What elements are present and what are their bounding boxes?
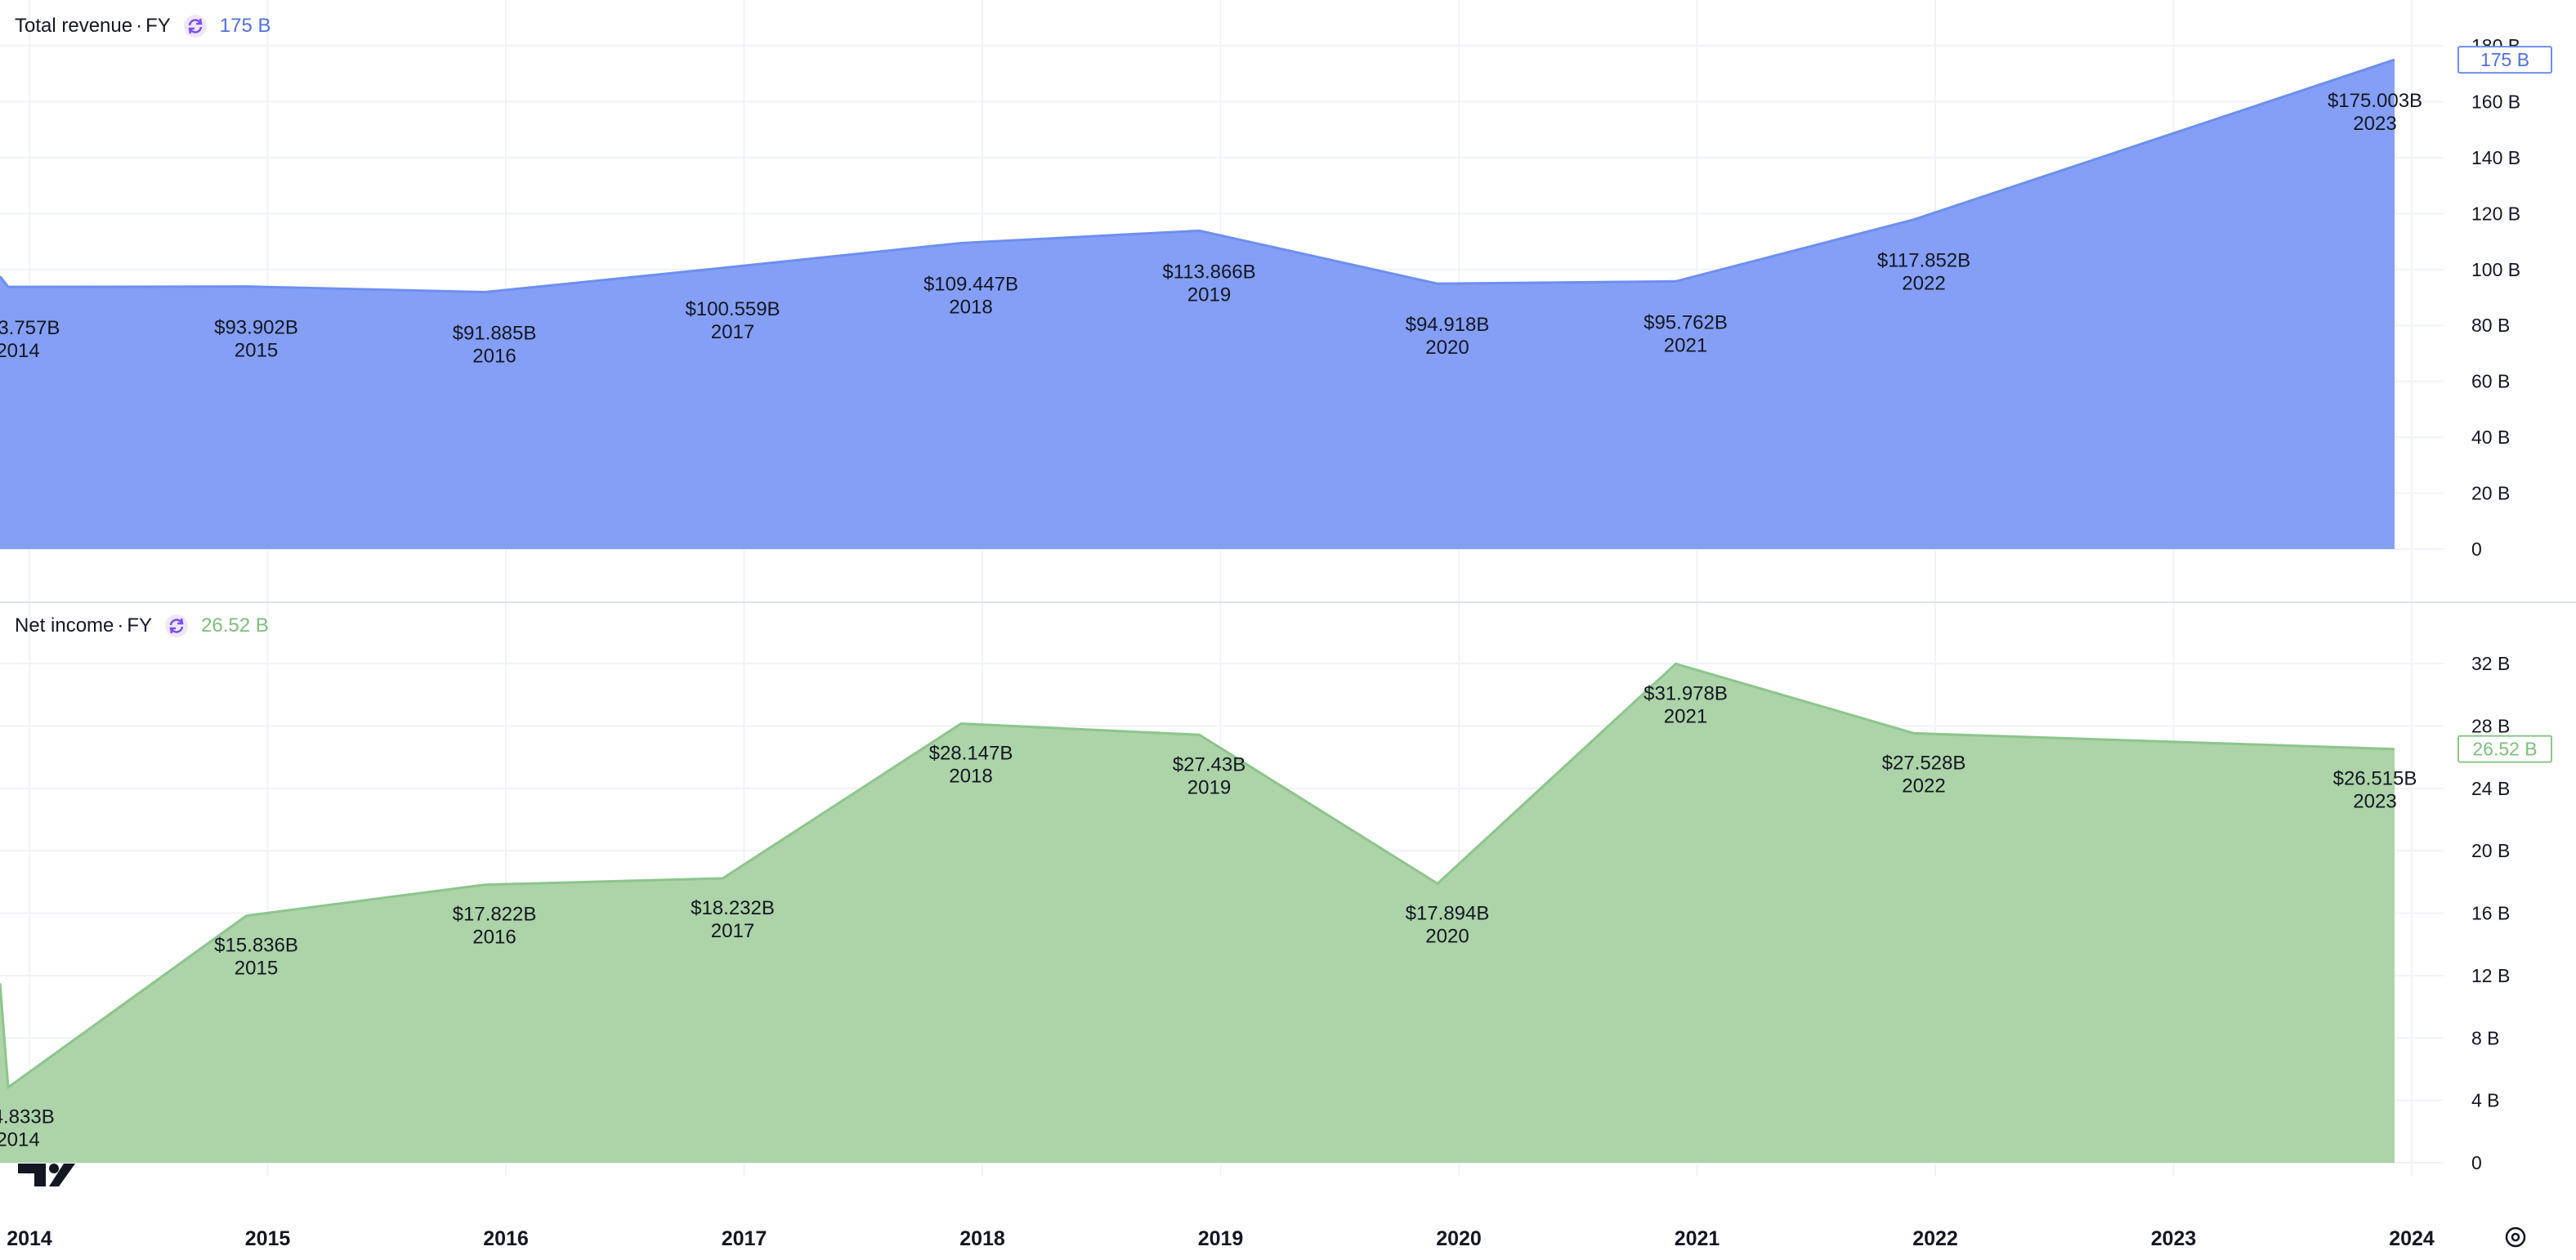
x-tick-label: 2022 <box>1912 1227 1958 1250</box>
income-legend[interactable]: Net income · FY 26.52 B <box>15 613 269 639</box>
data-label-year: 2020 <box>1425 337 1469 359</box>
data-labels: $93.757B2014$93.902B2015$91.885B2016$100… <box>0 90 2422 1151</box>
y-tick-label: 80 B <box>2471 315 2510 336</box>
current-value-badge <box>2457 46 2552 74</box>
data-label-value: $4.833B <box>0 1106 55 1128</box>
data-label-value: $28.147B <box>929 743 1013 765</box>
data-label-year: 2018 <box>949 296 992 318</box>
data-label-year: 2023 <box>2353 791 2396 813</box>
area-series <box>0 58 2395 1163</box>
y-tick-label: 24 B <box>2471 778 2510 799</box>
refresh-icon[interactable] <box>163 613 190 639</box>
data-label-year: 2022 <box>1902 273 1945 295</box>
revenue-legend[interactable]: Total revenue · FY 175 B <box>15 13 271 39</box>
data-label-value: $17.822B <box>453 904 537 926</box>
current-value-badge-text: 26.52 B <box>2472 739 2537 760</box>
data-label-year: 2017 <box>711 321 754 343</box>
data-label-value: $93.757B <box>0 317 60 339</box>
revenue-legend-period: FY <box>145 15 171 37</box>
y-tick-label: 60 B <box>2471 371 2510 392</box>
x-tick-label: 2015 <box>245 1227 291 1250</box>
data-label-year: 2018 <box>949 766 992 788</box>
data-label-value: $93.902B <box>214 317 298 339</box>
x-tick-label: 2021 <box>1675 1227 1720 1250</box>
data-label-value: $109.447B <box>924 273 1018 295</box>
data-label-year: 2020 <box>1425 925 1469 947</box>
data-label-year: 2014 <box>0 1129 40 1151</box>
tradingview-logo[interactable] <box>18 1164 75 1186</box>
y-tick-label: 20 B <box>2471 840 2510 861</box>
data-label-value: $95.762B <box>1644 311 1728 333</box>
y-tick-label: 12 B <box>2471 965 2510 986</box>
revenue-line <box>0 58 2395 294</box>
data-label-value: $27.528B <box>1882 752 1966 774</box>
data-label-value: $27.43B <box>1173 753 1246 775</box>
data-label-year: 2015 <box>235 958 278 980</box>
income-legend-value: 26.52 B <box>201 614 269 637</box>
income-line <box>0 662 2395 1090</box>
data-label-value: $15.836B <box>214 935 298 957</box>
revenue-area <box>0 60 2395 550</box>
y-tick-label: 0 <box>2471 1152 2482 1173</box>
data-label-year: 2021 <box>1664 334 1707 356</box>
axes: 2014 2015 2016 2017 2018 2019 2020 2021 2022 2023… <box>7 35 2552 1250</box>
y-tick-label: 32 B <box>2471 653 2510 674</box>
y-tick-label: 140 B <box>2471 147 2520 168</box>
data-label-year: 2015 <box>235 340 278 362</box>
x-tick-label: 2020 <box>1436 1227 1482 1250</box>
data-label-year: 2016 <box>472 927 516 949</box>
y-tick-label: 8 B <box>2471 1027 2500 1048</box>
x-tick-label: 2017 <box>722 1227 767 1250</box>
data-label-year: 2019 <box>1187 776 1231 798</box>
gear-icon[interactable] <box>2505 1226 2526 1248</box>
legend-separator: · <box>117 614 124 637</box>
legend-separator: · <box>136 15 143 37</box>
data-label-year: 2023 <box>2353 113 2396 135</box>
revenue-legend-value: 175 B <box>219 15 271 37</box>
data-label-year: 2022 <box>1902 775 1945 797</box>
data-label-value: $94.918B <box>1406 314 1490 336</box>
current-value-badge-text: 175 B <box>2480 49 2529 70</box>
x-tick-label: 2023 <box>2151 1227 2197 1250</box>
data-label-year: 2014 <box>0 340 40 362</box>
y-tick-label: 16 B <box>2471 903 2510 924</box>
y-tick-label: 120 B <box>2471 203 2520 224</box>
x-tick-label: 2014 <box>7 1227 52 1250</box>
income-legend-period: FY <box>127 614 153 637</box>
x-tick-label: 2016 <box>483 1227 529 1250</box>
income-legend-title: Net income <box>15 614 114 637</box>
data-label-year: 2016 <box>472 346 516 368</box>
refresh-icon[interactable] <box>182 13 208 39</box>
current-value-badge <box>2457 735 2552 763</box>
data-label-value: $17.894B <box>1406 902 1490 924</box>
data-label-value: $26.515B <box>2333 768 2417 790</box>
y-tick-label: 40 B <box>2471 427 2510 448</box>
data-label-value: $31.978B <box>1644 682 1728 704</box>
revenue-legend-title: Total revenue <box>15 15 133 37</box>
data-label-value: $117.852B <box>1877 250 1970 272</box>
y-tick-label: 100 B <box>2471 259 2520 280</box>
y-tick-label: 28 B <box>2471 715 2510 736</box>
data-label-value: $100.559B <box>685 298 780 320</box>
y-tick-label: 20 B <box>2471 483 2510 504</box>
data-label-year: 2019 <box>1187 284 1231 306</box>
y-tick-label: 4 B <box>2471 1090 2500 1111</box>
income-area <box>0 664 2395 1163</box>
data-label-value: $91.885B <box>453 323 537 345</box>
data-label-value: $113.866B <box>1162 261 1255 283</box>
x-tick-label: 2018 <box>959 1227 1005 1250</box>
y-tick-label: 0 <box>2471 538 2482 560</box>
data-label-year: 2021 <box>1664 705 1707 727</box>
y-tick-label: 160 B <box>2471 91 2520 112</box>
x-tick-label: 2024 <box>2389 1227 2435 1250</box>
data-label-value: $18.232B <box>691 897 775 919</box>
data-label-year: 2017 <box>711 920 754 942</box>
x-tick-label: 2019 <box>1198 1227 1244 1250</box>
data-label-value: $175.003B <box>2328 90 2422 112</box>
